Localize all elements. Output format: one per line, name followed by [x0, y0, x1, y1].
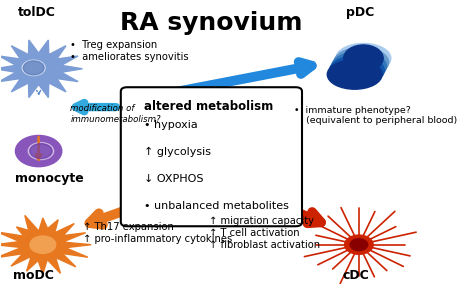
Circle shape: [350, 239, 368, 251]
Text: moDC: moDC: [13, 269, 54, 282]
Circle shape: [345, 235, 373, 254]
Text: cDC: cDC: [342, 269, 369, 282]
Text: ↑ glycolysis: ↑ glycolysis: [144, 147, 211, 157]
Polygon shape: [0, 215, 91, 274]
Text: RA synovium: RA synovium: [120, 11, 302, 35]
Text: •  Treg expansion
•  ameliorates synovitis: • Treg expansion • ameliorates synovitis: [70, 40, 189, 62]
Ellipse shape: [329, 56, 384, 85]
Text: • unbalanced metabolites: • unbalanced metabolites: [144, 201, 289, 211]
Text: • hypoxia: • hypoxia: [144, 120, 198, 130]
Circle shape: [16, 136, 62, 167]
Text: •  immature phenotype?
    (equivalent to peripheral blood): • immature phenotype? (equivalent to per…: [293, 106, 457, 125]
Text: modification of
immunometabolism?: modification of immunometabolism?: [70, 104, 161, 124]
Polygon shape: [0, 40, 82, 98]
Text: tolDC: tolDC: [18, 6, 55, 19]
Circle shape: [30, 236, 56, 253]
Text: ↓ OXPHOS: ↓ OXPHOS: [144, 174, 203, 184]
Circle shape: [344, 45, 383, 72]
Text: ↑ Th17 expansion
↑ pro-inflammatory cytokines: ↑ Th17 expansion ↑ pro-inflammatory cyto…: [83, 222, 232, 244]
Circle shape: [22, 60, 45, 76]
Ellipse shape: [327, 60, 382, 89]
Text: altered metabolism: altered metabolism: [144, 100, 273, 113]
Ellipse shape: [334, 47, 389, 77]
Text: monocyte: monocyte: [16, 172, 84, 185]
Ellipse shape: [332, 51, 386, 81]
FancyBboxPatch shape: [121, 87, 302, 226]
Circle shape: [21, 230, 64, 259]
Circle shape: [28, 142, 54, 160]
Circle shape: [30, 144, 52, 158]
Text: pDC: pDC: [346, 6, 374, 19]
Circle shape: [23, 61, 44, 75]
Circle shape: [15, 53, 62, 84]
Ellipse shape: [336, 43, 391, 73]
Text: ↑ migration capacity
↑ T cell activation
↑ fibroblast activation: ↑ migration capacity ↑ T cell activation…: [210, 216, 320, 249]
